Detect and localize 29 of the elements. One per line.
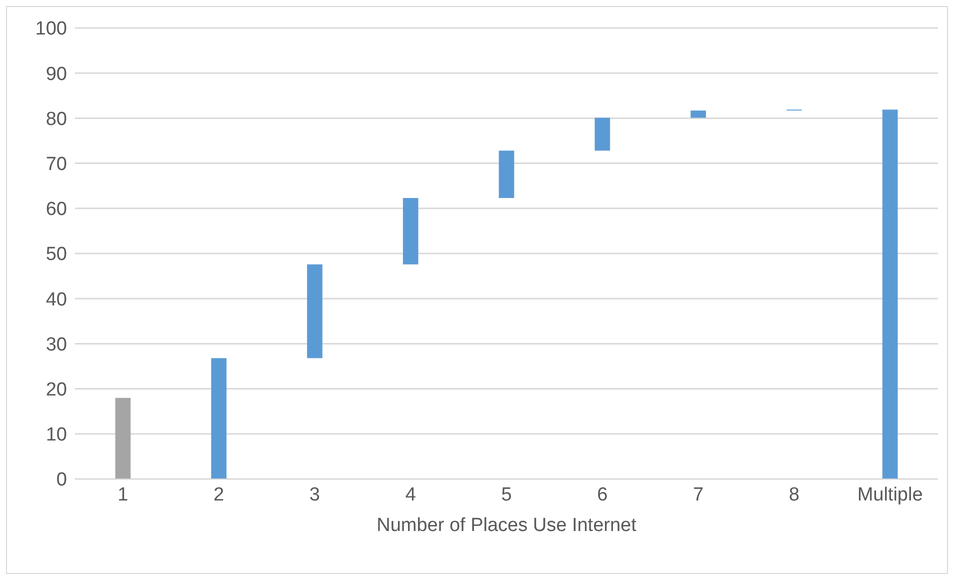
y-tick-label: 20: [46, 380, 67, 401]
bar: [690, 110, 706, 118]
x-tick-label: 2: [214, 484, 224, 506]
bar: [115, 398, 131, 479]
y-tick-label: 0: [56, 470, 67, 491]
x-tick-label: 4: [405, 484, 416, 506]
y-tick-label: 50: [46, 244, 67, 266]
bar: [307, 264, 322, 358]
bar: [882, 110, 898, 479]
y-tick-label: 80: [46, 108, 67, 130]
bar: [498, 150, 514, 198]
y-tick-label: 100: [35, 18, 67, 40]
bar: [211, 358, 227, 479]
x-axis-title: Number of Places Use Internet: [376, 515, 638, 536]
x-tick-label: 6: [597, 484, 608, 506]
y-tick-label: 90: [46, 64, 67, 85]
y-tick-label: 10: [46, 424, 67, 446]
y-tick-label: 60: [46, 199, 67, 220]
x-tick-label: 8: [788, 484, 800, 506]
x-tick-label: 5: [501, 484, 512, 506]
y-tick-label: 30: [46, 334, 67, 356]
y-tick-label: 70: [46, 154, 67, 176]
bar: [402, 198, 418, 264]
x-tick-label: 1: [118, 484, 128, 506]
x-tick-label: Multiple: [857, 484, 923, 506]
x-tick-label: 3: [309, 484, 320, 506]
x-tick-label: 7: [692, 484, 704, 506]
bar: [594, 118, 610, 151]
y-tick-label: 40: [46, 289, 67, 310]
